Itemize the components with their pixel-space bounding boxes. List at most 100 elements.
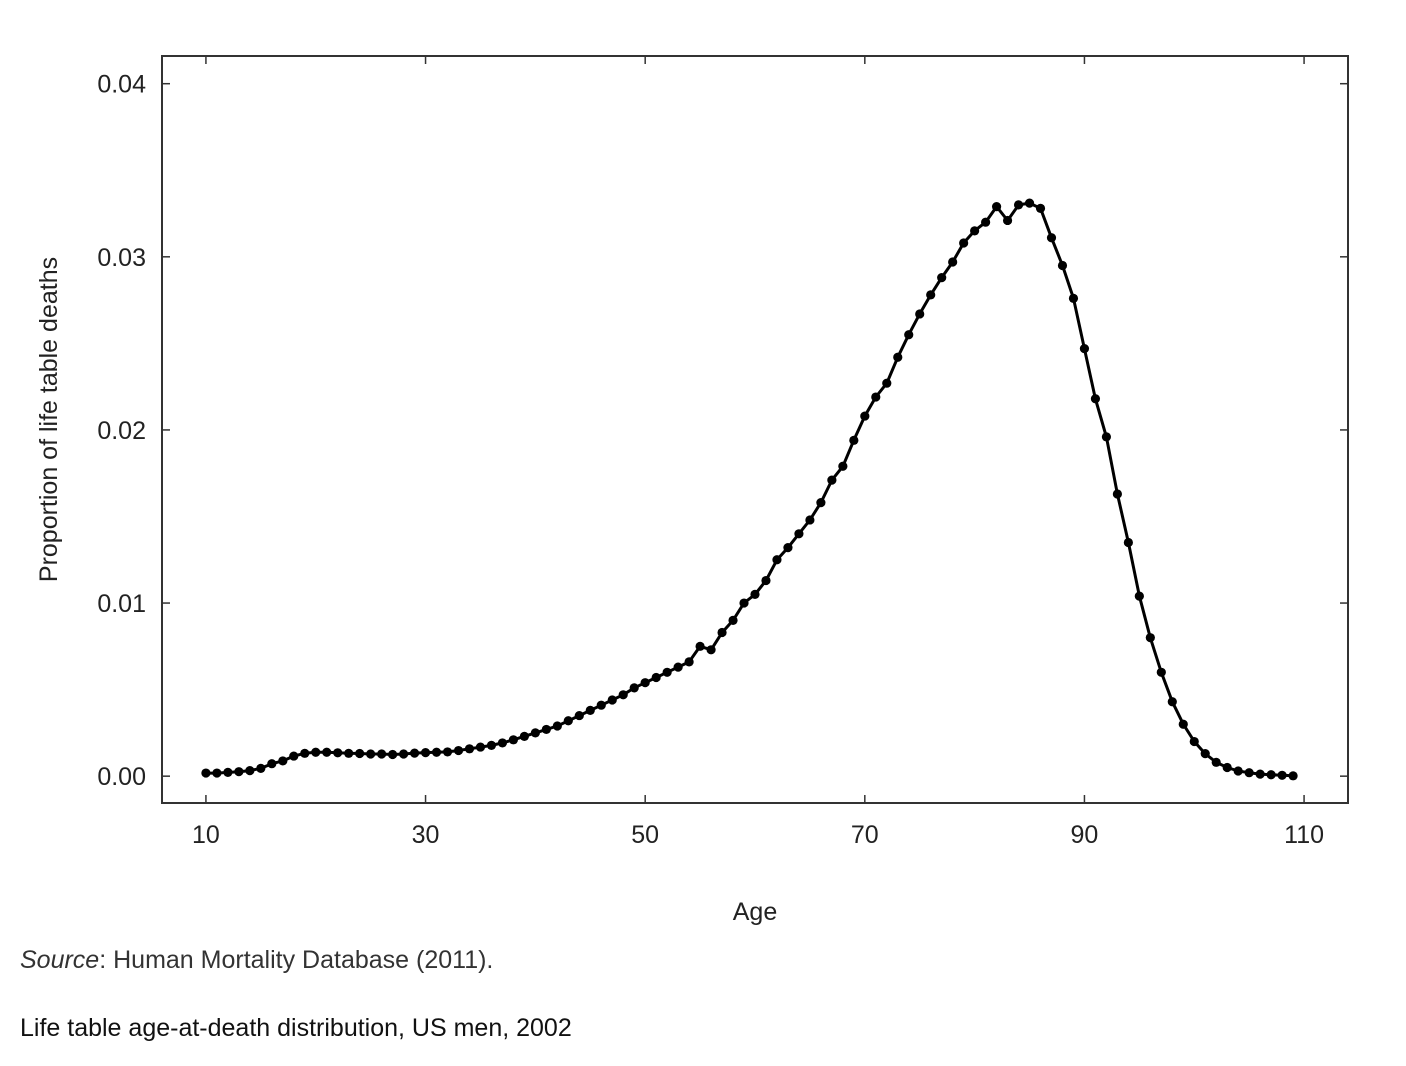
data-point: [1145, 633, 1155, 643]
y-tick-label: 0.04: [97, 71, 146, 99]
data-point: [223, 767, 233, 777]
data-point: [585, 705, 595, 715]
data-point: [1024, 198, 1035, 208]
x-tick-label: 70: [851, 821, 879, 849]
data-point: [398, 749, 409, 759]
data-point: [673, 662, 683, 672]
data-point: [431, 747, 442, 757]
data-point: [256, 763, 266, 773]
data-point: [475, 742, 486, 752]
data-point: [1266, 770, 1276, 780]
data-point: [1200, 749, 1210, 759]
data-point: [904, 330, 914, 340]
data-point: [772, 555, 782, 565]
data-point: [322, 747, 332, 757]
data-point: [882, 378, 892, 388]
data-point: [959, 238, 969, 248]
data-point: [794, 529, 804, 539]
data-point: [442, 747, 453, 757]
data-point: [849, 435, 859, 445]
series-line: [205, 201, 1294, 778]
data-point: [684, 657, 694, 667]
data-point: [574, 710, 584, 721]
data-point: [915, 309, 925, 319]
data-point: [596, 700, 606, 710]
data-point: [1189, 736, 1199, 747]
data-point: [267, 759, 277, 769]
data-point: [278, 756, 288, 766]
data-point: [1112, 489, 1122, 499]
data-point: [948, 257, 958, 267]
data-point: [388, 749, 398, 760]
data-point: [563, 716, 573, 726]
data-point: [201, 768, 211, 778]
data-point: [1002, 215, 1013, 226]
data-point: [1079, 343, 1090, 354]
figure-caption: Life table age-at-death distribution, US…: [20, 1014, 572, 1042]
data-point: [662, 667, 672, 677]
data-point: [1277, 770, 1287, 780]
x-tick-label: 50: [631, 821, 659, 849]
data-point: [355, 748, 365, 759]
data-point: [618, 690, 628, 700]
data-point: [860, 411, 870, 421]
data-point: [486, 740, 497, 750]
data-point: [937, 272, 947, 283]
data-point: [1255, 769, 1265, 779]
data-point: [1013, 200, 1024, 210]
data-point: [991, 202, 1002, 212]
data-point: [981, 217, 991, 227]
data-point: [739, 598, 749, 608]
data-point: [1222, 762, 1232, 773]
data-point: [695, 641, 705, 651]
data-point: [344, 748, 354, 758]
data-point: [519, 731, 529, 741]
data-point: [805, 515, 815, 525]
y-axis-title: Proportion of life table deaths: [35, 257, 63, 582]
data-point: [453, 745, 464, 756]
x-axis-title: Age: [733, 898, 777, 926]
data-point: [289, 751, 299, 761]
data-point: [1101, 432, 1112, 442]
data-point: [827, 475, 837, 485]
data-point: [926, 290, 936, 300]
data-point: [816, 498, 826, 508]
data-point: [629, 683, 639, 693]
data-point: [1211, 757, 1221, 767]
data-point: [783, 543, 793, 553]
data-point: [1233, 766, 1243, 776]
source-text: : Human Mortality Database (2011).: [99, 946, 494, 974]
data-point: [245, 766, 255, 776]
data-point: [311, 747, 321, 757]
data-point: [1178, 719, 1188, 729]
data-point: [497, 738, 508, 748]
data-point: [970, 226, 980, 236]
data-point: [541, 724, 551, 735]
data-point: [1156, 667, 1166, 677]
data-point: [1244, 768, 1254, 778]
y-tick-label: 0.02: [97, 417, 146, 445]
age-at-death-chart: 10 30 50 70 90 110 0.00 0.01 0.02 0.03 0.04 Propor…: [35, 55, 1349, 926]
x-tick-label: 110: [1284, 821, 1324, 849]
data-point: [1090, 394, 1101, 404]
data-point: [607, 695, 617, 705]
data-point: [1035, 203, 1046, 213]
axis-ticks: 10 30 50 70 90 110 0.00 0.01 0.02 0.03 0.04: [97, 56, 1348, 849]
x-tick-label: 30: [412, 821, 440, 849]
data-point: [1057, 260, 1068, 271]
data-point: [893, 352, 903, 362]
series-layer: [201, 198, 1298, 781]
data-point: [871, 392, 881, 402]
data-point: [420, 748, 431, 758]
data-point: [409, 748, 420, 758]
data-point: [212, 768, 222, 778]
data-point: [728, 615, 738, 625]
data-point: [1068, 293, 1079, 303]
x-tick-label: 10: [192, 821, 220, 849]
data-point: [333, 748, 343, 758]
data-point: [1046, 233, 1057, 243]
data-point: [761, 575, 771, 586]
data-point: [300, 748, 310, 758]
data-point: [508, 735, 519, 745]
plot-frame: [161, 55, 1349, 804]
